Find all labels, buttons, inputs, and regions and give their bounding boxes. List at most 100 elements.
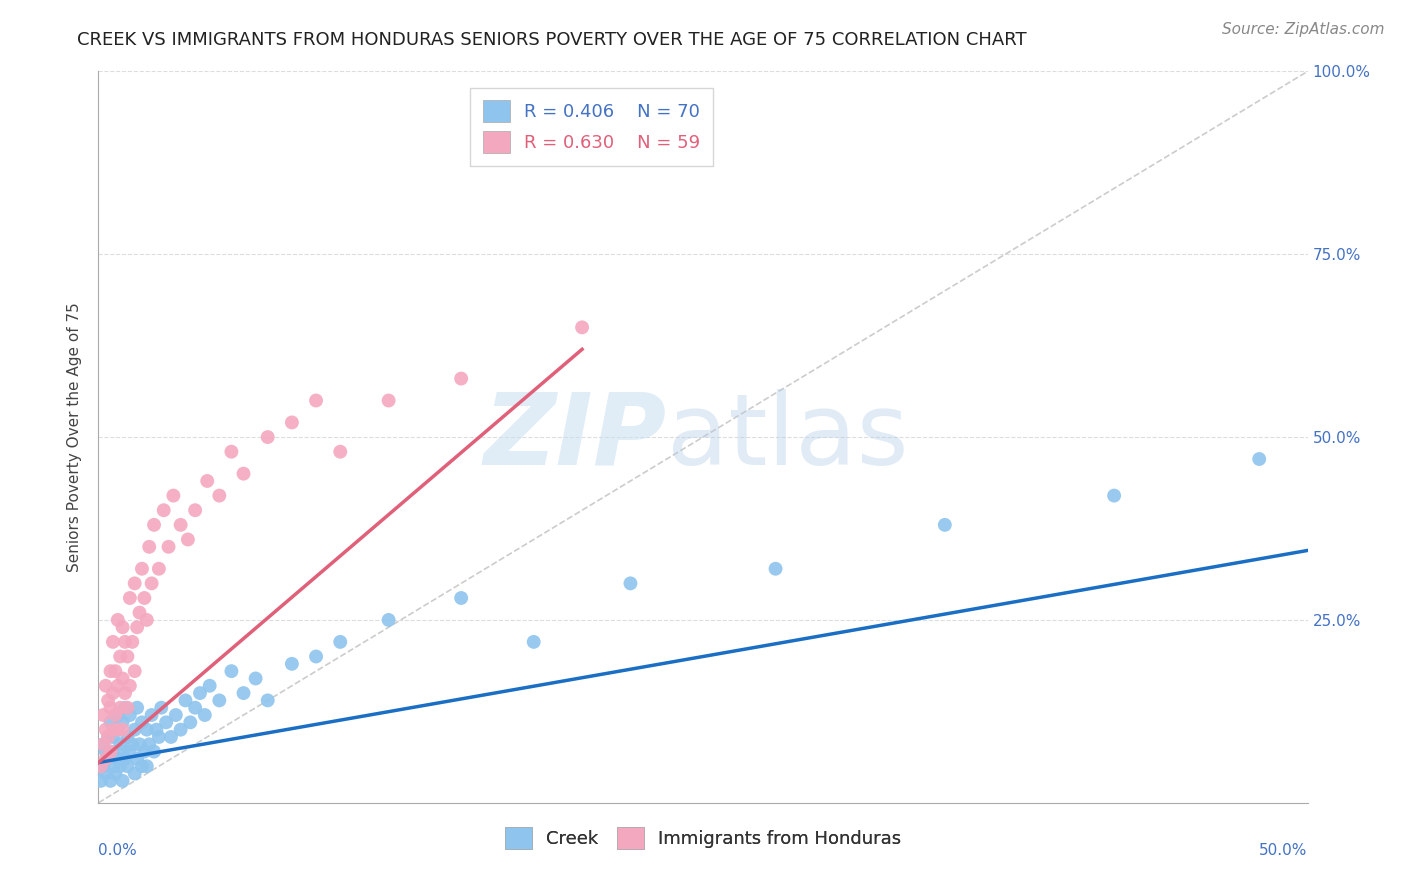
Point: [94, 745, 117, 759]
Point: [134, 591, 156, 605]
Point: [114, 752, 136, 766]
Text: CREEK VS IMMIGRANTS FROM HONDURAS SENIORS POVERTY OVER THE AGE OF 75 CORRELATION: CREEK VS IMMIGRANTS FROM HONDURAS SENIOR…: [77, 31, 1026, 49]
Point: [134, 745, 156, 759]
Point: [131, 715, 153, 730]
Point: [114, 700, 136, 714]
Point: [111, 723, 134, 737]
Point: [157, 540, 180, 554]
Point: [135, 613, 157, 627]
Point: [150, 700, 173, 714]
Point: [91, 708, 114, 723]
Point: [121, 737, 143, 751]
Point: [155, 715, 177, 730]
Point: [91, 759, 114, 773]
Point: [305, 393, 328, 408]
Point: [111, 715, 134, 730]
Point: [281, 657, 304, 671]
Point: [765, 562, 787, 576]
Point: [91, 737, 114, 751]
Point: [128, 737, 150, 751]
Point: [194, 708, 217, 723]
Point: [114, 635, 136, 649]
Point: [117, 759, 139, 773]
Point: [94, 752, 117, 766]
Point: [934, 517, 956, 532]
Point: [118, 745, 141, 759]
Point: [100, 745, 122, 759]
Point: [108, 649, 131, 664]
Point: [128, 606, 150, 620]
Point: [97, 730, 120, 744]
Point: [138, 737, 160, 751]
Point: [90, 759, 112, 773]
Point: [177, 533, 200, 547]
Point: [184, 503, 207, 517]
Point: [221, 444, 243, 458]
Point: [169, 517, 191, 532]
Point: [100, 700, 122, 714]
Point: [184, 700, 207, 714]
Point: [377, 393, 399, 408]
Point: [523, 635, 546, 649]
Point: [101, 723, 124, 737]
Point: [100, 773, 122, 788]
Point: [107, 613, 129, 627]
Point: [143, 745, 166, 759]
Point: [135, 759, 157, 773]
Point: [124, 576, 146, 591]
Point: [101, 635, 124, 649]
Point: [162, 489, 184, 503]
Point: [169, 723, 191, 737]
Point: [138, 540, 160, 554]
Point: [94, 679, 117, 693]
Point: [619, 576, 641, 591]
Point: [450, 371, 472, 385]
Point: [131, 562, 153, 576]
Point: [195, 474, 218, 488]
Point: [117, 700, 139, 714]
Point: [145, 723, 167, 737]
Y-axis label: Seniors Poverty Over the Age of 75: Seniors Poverty Over the Age of 75: [67, 302, 83, 572]
Point: [571, 320, 593, 334]
Point: [117, 649, 139, 664]
Point: [111, 672, 134, 686]
Point: [174, 693, 197, 707]
Point: [148, 562, 170, 576]
Point: [97, 730, 120, 744]
Point: [118, 591, 141, 605]
Point: [100, 745, 122, 759]
Point: [245, 672, 267, 686]
Point: [141, 708, 163, 723]
Point: [107, 723, 129, 737]
Point: [127, 700, 149, 714]
Point: [221, 664, 243, 678]
Point: [104, 664, 127, 678]
Point: [91, 737, 114, 751]
Point: [198, 679, 221, 693]
Point: [1249, 452, 1271, 467]
Point: [232, 686, 254, 700]
Point: [179, 715, 201, 730]
Point: [101, 686, 124, 700]
Point: [329, 444, 352, 458]
Point: [127, 620, 149, 634]
Point: [143, 517, 166, 532]
Point: [131, 759, 153, 773]
Point: [121, 635, 143, 649]
Point: [256, 430, 278, 444]
Point: [135, 723, 157, 737]
Point: [90, 773, 112, 788]
Point: [107, 752, 129, 766]
Point: [188, 686, 211, 700]
Point: [108, 759, 131, 773]
Point: [104, 723, 127, 737]
Point: [281, 416, 304, 430]
Text: 50.0%: 50.0%: [1260, 843, 1308, 858]
Point: [111, 620, 134, 634]
Point: [124, 723, 146, 737]
Point: [107, 708, 129, 723]
Point: [114, 686, 136, 700]
Point: [118, 679, 141, 693]
Point: [256, 693, 278, 707]
Point: [94, 766, 117, 780]
